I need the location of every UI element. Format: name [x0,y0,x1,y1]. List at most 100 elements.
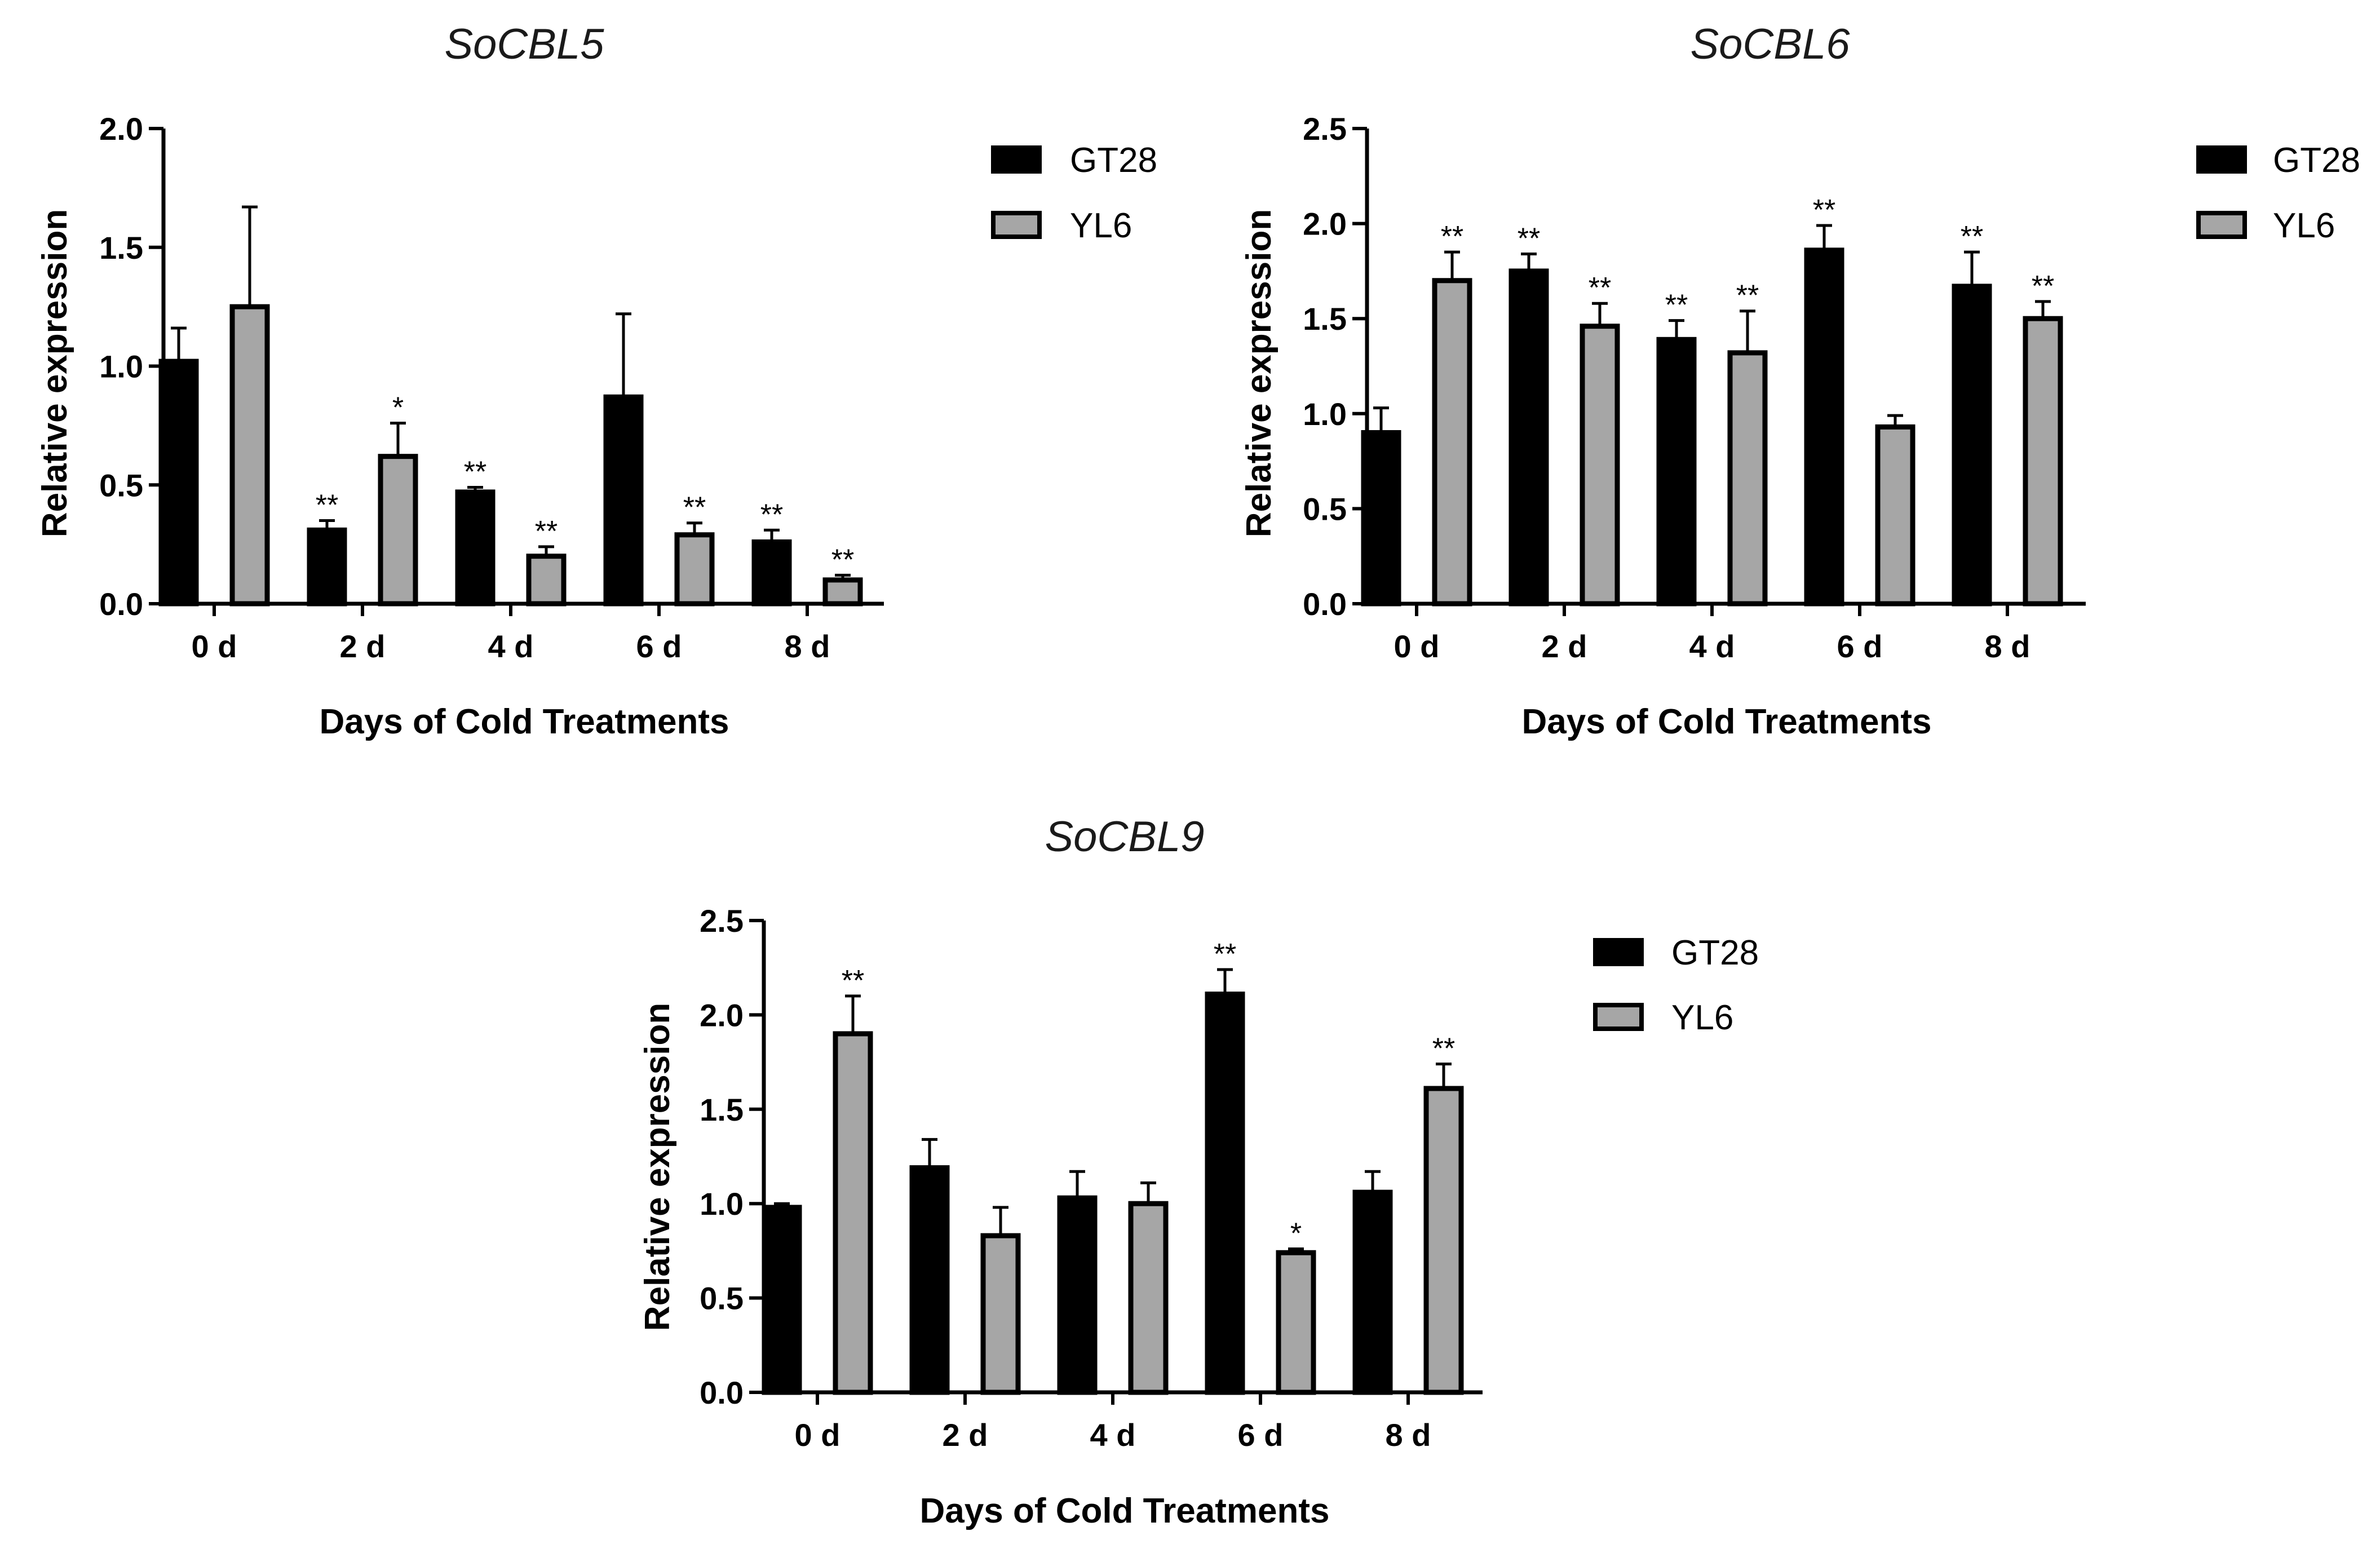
bar-yl6-0d [229,304,270,607]
y-tick-label: 2.5 [700,903,744,939]
bar-gt28-6d [1205,992,1245,1395]
legend-item-gt28: GT28 [1593,933,1759,972]
x-axis-label: Days of Cold Treatments [320,702,729,741]
significance-label: ** [1432,1032,1455,1065]
x-tick-label: 2 d [943,1417,988,1453]
y-tick-label: 0.5 [1303,491,1347,526]
bar-gt28-8d [751,539,792,607]
significance-label: ** [1665,289,1688,322]
significance-label: ** [1214,938,1236,971]
significance-label: ** [760,498,783,531]
bar-yl6-4d [526,554,567,607]
y-tick-label: 1.0 [700,1186,744,1222]
chart-socbl6: SoCBL6 Relative expression Days of Cold … [1240,20,2360,741]
x-tick-label: 6 d [636,629,682,664]
bar-yl6-2d [980,1233,1021,1395]
bar-yl6-2d [378,454,418,607]
x-tick-label: 4 d [1689,629,1735,664]
bar-gt28-2d [307,527,347,607]
legend-swatch-yl6 [991,211,1042,239]
bar-yl6-8d [822,577,863,607]
y-tick-label: 1.5 [700,1092,744,1127]
significance-label: ** [831,543,854,576]
y-tick-label: 2.0 [1303,206,1347,242]
bar-yl6-6d [1276,1250,1316,1395]
y-tick-label: 1.0 [1303,396,1347,432]
bar-yl6-0d [1432,278,1472,607]
legend-item-yl6: YL6 [991,206,1132,245]
x-tick-label: 2 d [340,629,386,664]
legend: GT28 YL6 [1593,933,1759,1037]
y-tick-label: 1.5 [99,230,143,266]
significance-label: ** [1961,220,1983,253]
significance-label: ** [1441,220,1463,253]
x-tick-label: 0 d [1394,629,1440,664]
significance-label: * [392,392,404,424]
legend: GT28 YL6 [2196,141,2360,245]
significance-label: * [1290,1218,1302,1250]
x-tick-label: 2 d [1542,629,1587,664]
x-axis-label: Days of Cold Treatments [1522,702,1932,741]
y-axis-label: Relative expression [1240,209,1279,537]
significance-label: ** [464,455,486,488]
significance-label: ** [2032,270,2054,303]
legend-item-yl6: YL6 [2196,206,2335,245]
y-tick-label: 1.0 [99,349,143,384]
bar-gt28-2d [1508,268,1549,607]
bar-gt28-0d [1361,430,1401,607]
x-tick-label: 4 d [1090,1417,1136,1453]
legend-label-gt28: GT28 [2273,141,2360,180]
significance-label: ** [1518,223,1540,255]
y-tick-label: 2.5 [1303,111,1347,147]
chart-title: SoCBL5 [444,20,604,68]
bar-yl6-6d [674,532,715,607]
y-tick-label: 2.0 [700,997,744,1033]
legend-label-yl6: YL6 [1671,998,1733,1037]
bar-gt28-6d [603,394,644,607]
x-tick-label: 6 d [1238,1417,1284,1453]
legend-item-yl6: YL6 [1593,998,1733,1037]
y-tick-label: 2.0 [99,111,143,147]
bar-yl6-4d [1727,350,1768,607]
x-tick-label: 8 d [785,629,830,664]
x-tick-label: 6 d [1837,629,1883,664]
x-tick-label: 8 d [1985,629,2030,664]
significance-label: ** [842,964,864,997]
y-tick-label: 1.5 [1303,301,1347,337]
bar-yl6-6d [1875,424,1915,607]
legend-swatch-yl6 [2196,211,2247,239]
significance-label: ** [1813,194,1835,227]
bar-yl6-8d [1423,1086,1464,1395]
chart-socbl5: SoCBL5 Relative expression Days of Cold … [36,20,1157,741]
bar-yl6-0d [833,1031,873,1395]
significance-label: ** [683,492,706,524]
y-axis-label: Relative expression [36,209,74,537]
bar-yl6-4d [1128,1201,1169,1395]
bar-gt28-4d [455,489,496,607]
bar-gt28-8d [1952,284,1992,607]
y-tick-label: 0.5 [700,1281,744,1316]
bar-gt28-2d [909,1165,950,1395]
y-tick-label: 0.0 [99,586,143,622]
y-tick-label: 0.0 [700,1375,744,1410]
bar-gt28-8d [1352,1189,1393,1395]
legend-swatch-gt28 [2196,145,2247,174]
bar-gt28-0d [762,1205,802,1395]
x-tick-label: 8 d [1386,1417,1431,1453]
legend-label-yl6: YL6 [1070,206,1132,245]
legend-label-gt28: GT28 [1070,141,1157,180]
significance-label: ** [535,515,558,548]
plot-area: ** 0 d ** ** 2 d ** ** 4 d ** 6 d ** ** 8 d 0.0 0.5 1.0… [1303,111,2086,664]
bar-gt28-4d [1656,337,1697,607]
y-axis-label: Relative expression [638,1003,677,1331]
legend-label-yl6: YL6 [2273,206,2335,245]
chart-title: SoCBL6 [1690,20,1850,68]
legend-swatch-yl6 [1593,1003,1644,1031]
legend-swatch-gt28 [991,145,1042,174]
legend-item-gt28: GT28 [991,141,1157,180]
x-tick-label: 4 d [488,629,534,664]
plot-area: 0 d***2 d****4 d**6 d****8 d0.00.51.01.5… [99,111,884,664]
bar-yl6-2d [1580,324,1620,607]
